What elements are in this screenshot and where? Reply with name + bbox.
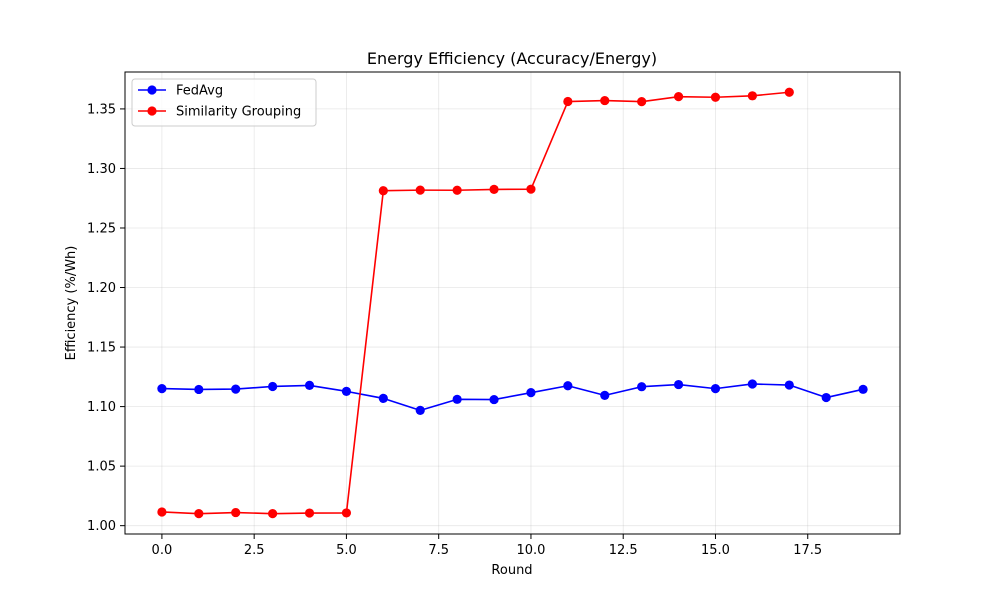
y-tick-label: 1.10 <box>87 400 116 415</box>
data-point-similarity-grouping <box>231 507 241 518</box>
x-tick-label: 7.5 <box>428 543 449 558</box>
data-point-similarity-grouping <box>489 184 499 195</box>
plot-frame <box>124 71 901 535</box>
data-point-similarity-grouping <box>378 186 388 196</box>
y-axis-label: Efficiency (%/Wh) <box>64 246 79 361</box>
y-tick-label: 1.25 <box>87 221 116 236</box>
data-point-fedavg <box>821 392 831 403</box>
data-point-similarity-grouping <box>341 508 352 518</box>
series-line-fedavg <box>161 383 864 412</box>
data-point-similarity-grouping <box>452 185 462 195</box>
data-point-similarity-grouping <box>563 96 573 107</box>
x-axis-label: Round <box>491 563 532 578</box>
x-tick-label: 0.0 <box>152 543 173 558</box>
data-point-fedavg <box>563 381 573 391</box>
x-tick-label: 15.0 <box>701 543 730 558</box>
y-tick-label: 1.35 <box>87 102 116 117</box>
data-point-fedavg <box>710 384 721 394</box>
data-point-similarity-grouping <box>600 95 610 106</box>
grid <box>125 72 900 534</box>
chart-title: Energy Efficiency (Accuracy/Energy) <box>367 49 657 68</box>
data-point-fedavg <box>341 386 352 396</box>
axis-ticks: 0.0 2.5 5.0 7.5 10.0 12.5 15.0 17.5 1.00 1.05 1.10… <box>87 102 822 558</box>
data-point-fedavg <box>858 384 868 394</box>
data-point-fedavg <box>415 405 425 416</box>
data-point-fedavg <box>231 384 241 394</box>
series-similarity-grouping <box>157 87 794 519</box>
data-point-fedavg <box>673 379 684 390</box>
x-tick-label: 17.5 <box>793 543 822 558</box>
legend-label: FedAvg <box>176 84 223 99</box>
x-tick-label: 10.0 <box>516 543 545 558</box>
y-tick-label: 1.20 <box>87 281 116 296</box>
data-point-similarity-grouping <box>415 185 425 195</box>
data-point-fedavg <box>784 380 794 390</box>
data-point-fedavg <box>747 379 757 389</box>
series-line-similarity-grouping <box>161 91 790 515</box>
legend-swatch-marker <box>147 85 157 95</box>
data-point-fedavg <box>526 388 536 398</box>
x-tick-label: 12.5 <box>609 543 638 558</box>
y-tick-label: 1.30 <box>87 162 116 177</box>
data-point-fedavg <box>304 380 315 390</box>
data-point-similarity-grouping <box>157 507 167 517</box>
series-layer <box>157 87 868 519</box>
data-point-similarity-grouping <box>268 509 278 519</box>
legend-box <box>131 78 317 127</box>
data-point-similarity-grouping <box>710 92 721 102</box>
data-point-fedavg <box>452 394 462 404</box>
legend-label: Similarity Grouping <box>176 105 301 120</box>
data-point-similarity-grouping <box>747 91 757 101</box>
data-point-similarity-grouping <box>194 509 204 519</box>
data-point-fedavg <box>378 393 388 403</box>
legend-item-fedavg: FedAvg <box>138 84 223 99</box>
data-point-fedavg <box>157 384 167 394</box>
legend-item-similarity-grouping: Similarity Grouping <box>138 105 301 120</box>
data-point-similarity-grouping <box>304 508 315 518</box>
data-point-fedavg <box>489 394 499 405</box>
data-point-fedavg <box>194 384 204 395</box>
data-point-fedavg <box>268 381 278 392</box>
legend: FedAvg Similarity Grouping <box>131 78 317 127</box>
y-tick-label: 1.15 <box>87 341 116 356</box>
data-point-similarity-grouping <box>526 184 536 194</box>
data-point-similarity-grouping <box>673 92 684 102</box>
data-point-fedavg <box>600 390 610 400</box>
y-tick-label: 1.00 <box>87 519 116 534</box>
data-point-similarity-grouping <box>637 97 647 107</box>
data-point-similarity-grouping <box>784 87 794 97</box>
y-tick-label: 1.05 <box>87 460 116 475</box>
data-point-fedavg <box>637 382 647 392</box>
x-tick-label: 5.0 <box>336 543 357 558</box>
x-tick-label: 2.5 <box>244 543 265 558</box>
series-fedavg <box>157 379 868 416</box>
legend-swatch-marker <box>147 106 157 116</box>
